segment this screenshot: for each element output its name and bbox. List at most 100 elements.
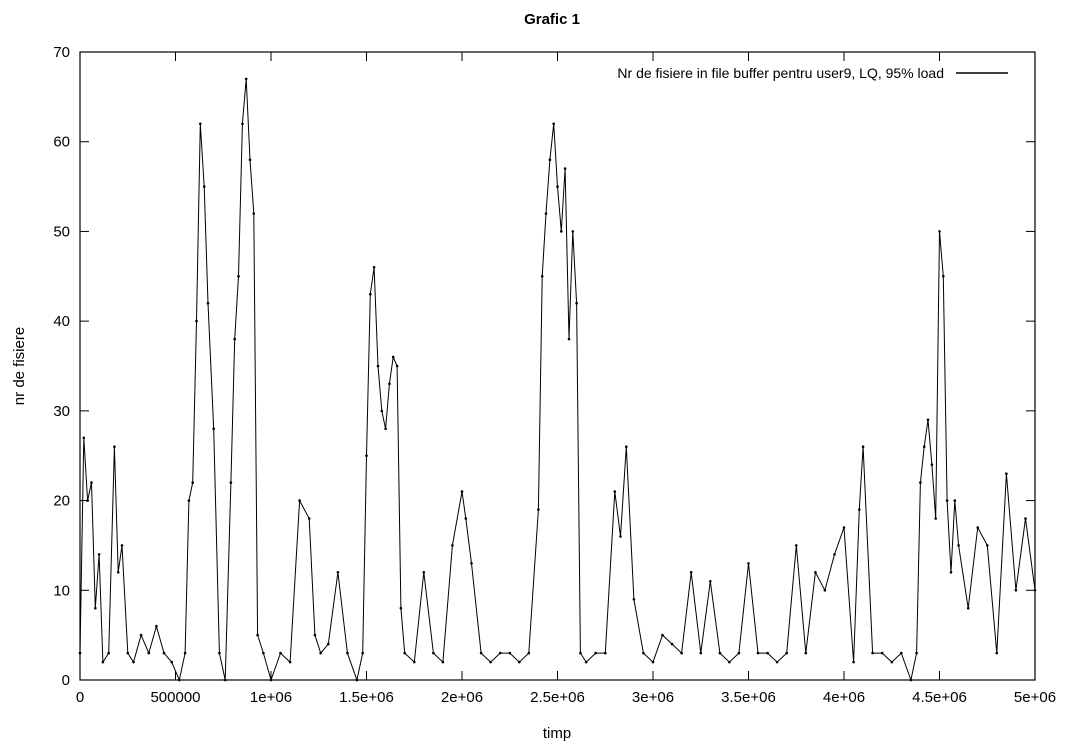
- data-point: [953, 499, 957, 502]
- data-point: [82, 436, 86, 440]
- data-point: [441, 660, 445, 664]
- data-point: [571, 230, 575, 233]
- x-tick-label-4: 2e+06: [441, 689, 483, 706]
- data-point: [942, 275, 945, 278]
- data-point: [147, 651, 151, 655]
- data-point: [97, 553, 101, 556]
- y-tick-label-1: 10: [53, 582, 70, 599]
- data-point: [508, 651, 512, 655]
- data-point: [949, 571, 953, 574]
- data-point: [162, 651, 166, 655]
- data-point: [202, 185, 206, 188]
- data-point: [241, 122, 244, 126]
- data-point: [938, 230, 941, 233]
- data-point: [346, 651, 349, 655]
- data-point: [248, 158, 252, 161]
- data-point: [432, 651, 435, 655]
- data-point: [579, 651, 582, 655]
- data-point: [552, 122, 555, 126]
- data-point: [489, 660, 492, 664]
- data-point: [498, 651, 502, 655]
- data-point: [632, 598, 636, 601]
- data-point: [560, 230, 563, 233]
- data-point: [670, 642, 674, 646]
- y-tick-label-3: 30: [53, 403, 70, 420]
- data-point: [625, 445, 628, 449]
- data-point: [880, 651, 884, 655]
- axis-ticks: [79, 51, 1036, 681]
- data-point: [90, 481, 93, 484]
- data-point: [518, 660, 521, 664]
- data-point: [218, 651, 221, 655]
- data-point: [223, 678, 227, 682]
- x-tick-label-3: 1.5e+06: [339, 689, 394, 706]
- data-point: [766, 651, 769, 655]
- data-point: [795, 544, 798, 547]
- data-point: [369, 292, 372, 296]
- data-point: [890, 660, 894, 664]
- data-point: [966, 606, 970, 610]
- data-point: [199, 122, 202, 126]
- data-point: [728, 660, 731, 664]
- data-point: [233, 337, 236, 341]
- data-point: [399, 606, 403, 610]
- data-point: [479, 651, 483, 655]
- data-point: [858, 508, 861, 511]
- data-point: [422, 571, 426, 574]
- data-point: [833, 553, 836, 556]
- x-tick-label-8: 4e+06: [823, 689, 865, 706]
- y-tick-label-0: 0: [62, 672, 70, 689]
- data-point: [327, 642, 330, 646]
- data-point: [94, 606, 97, 610]
- data-point: [814, 571, 817, 574]
- y-tick-labels: 0 10 20 30 40 50 60 70: [53, 44, 70, 689]
- data-point: [237, 275, 240, 278]
- data-point: [116, 571, 120, 574]
- data-point: [298, 499, 301, 502]
- data-point: [262, 651, 265, 655]
- data-point: [187, 499, 191, 502]
- y-tick-label-5: 50: [53, 223, 70, 240]
- data-point: [747, 562, 750, 565]
- data-point: [604, 651, 607, 655]
- data-point: [548, 158, 552, 161]
- data-point: [388, 382, 391, 386]
- data-point: [594, 651, 597, 655]
- y-tick-label-6: 60: [53, 134, 70, 151]
- data-point: [372, 266, 376, 269]
- chart-title: Grafic 1: [524, 11, 580, 28]
- data-point: [86, 499, 89, 502]
- data-point: [699, 651, 703, 655]
- data-point: [945, 499, 949, 502]
- data-point: [651, 660, 655, 664]
- x-tick-label-2: 1e+06: [250, 689, 292, 706]
- data-point: [1005, 472, 1008, 476]
- data-point: [403, 651, 407, 655]
- data-point: [915, 651, 918, 655]
- data-point: [537, 508, 540, 511]
- data-point: [689, 571, 693, 574]
- data-point: [183, 651, 187, 655]
- data-point: [900, 651, 903, 655]
- data-point: [995, 651, 999, 655]
- data-point: [930, 463, 934, 467]
- data-point: [718, 651, 722, 655]
- data-point: [244, 77, 248, 81]
- data-point: [313, 633, 317, 637]
- plot-area-frame: [79, 51, 1036, 681]
- data-point: [191, 481, 194, 484]
- data-point: [861, 445, 865, 449]
- x-tick-label-6: 3e+06: [632, 689, 674, 706]
- data-point: [563, 167, 567, 170]
- data-point: [737, 651, 741, 655]
- data-point: [842, 526, 846, 529]
- x-tick-label-10: 5e+06: [1014, 689, 1056, 706]
- data-point: [464, 517, 468, 520]
- data-point: [107, 651, 110, 655]
- data-point: [139, 633, 143, 637]
- data-point: [132, 660, 135, 664]
- data-point: [395, 364, 399, 368]
- x-tick-label-5: 2.5e+06: [530, 689, 585, 706]
- data-point: [642, 651, 645, 655]
- data-point: [1014, 589, 1018, 592]
